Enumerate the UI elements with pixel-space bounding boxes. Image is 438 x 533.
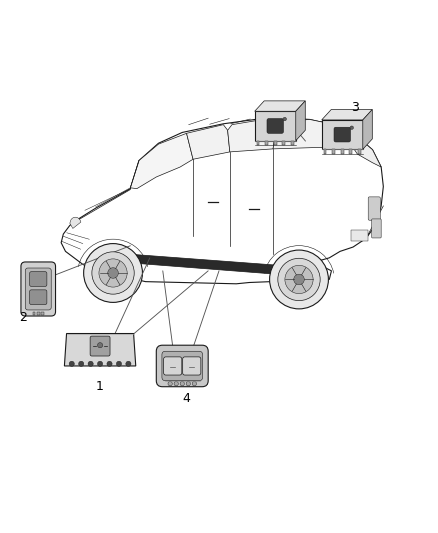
Bar (265, 141, 268, 145)
FancyBboxPatch shape (368, 197, 380, 220)
Polygon shape (336, 126, 381, 167)
Circle shape (78, 361, 84, 366)
Bar (37, 312, 39, 315)
Circle shape (99, 259, 127, 287)
Circle shape (174, 382, 178, 386)
Text: 2: 2 (19, 311, 27, 324)
Polygon shape (228, 118, 277, 152)
Circle shape (69, 361, 74, 366)
Circle shape (283, 117, 286, 121)
Circle shape (108, 268, 118, 278)
FancyBboxPatch shape (267, 119, 283, 133)
Circle shape (88, 361, 93, 366)
Circle shape (350, 126, 353, 130)
Polygon shape (133, 254, 279, 274)
Polygon shape (321, 120, 363, 149)
Circle shape (107, 361, 112, 366)
Bar (358, 149, 360, 154)
Circle shape (98, 361, 102, 366)
Circle shape (294, 274, 304, 285)
FancyBboxPatch shape (334, 127, 350, 142)
Polygon shape (363, 109, 372, 149)
Circle shape (84, 244, 142, 302)
Circle shape (186, 382, 191, 386)
Polygon shape (254, 111, 296, 141)
Circle shape (126, 361, 131, 366)
Polygon shape (321, 109, 372, 120)
Circle shape (270, 250, 328, 309)
Polygon shape (296, 101, 305, 141)
FancyBboxPatch shape (30, 272, 47, 286)
Text: 4: 4 (182, 392, 190, 405)
FancyBboxPatch shape (21, 262, 56, 316)
FancyBboxPatch shape (164, 357, 182, 375)
Circle shape (180, 382, 184, 386)
FancyBboxPatch shape (183, 357, 201, 375)
Circle shape (117, 361, 122, 366)
Polygon shape (187, 125, 230, 159)
Circle shape (98, 343, 102, 348)
Circle shape (285, 265, 313, 294)
Bar (41, 312, 44, 315)
Polygon shape (254, 101, 305, 111)
FancyBboxPatch shape (162, 351, 202, 381)
Polygon shape (131, 133, 193, 189)
Circle shape (92, 252, 134, 294)
Circle shape (192, 382, 197, 386)
Text: 3: 3 (351, 101, 359, 114)
Bar (274, 141, 276, 145)
Circle shape (278, 259, 320, 301)
FancyBboxPatch shape (156, 345, 208, 387)
FancyBboxPatch shape (25, 268, 51, 310)
Polygon shape (70, 217, 81, 229)
Bar (350, 149, 352, 154)
Polygon shape (273, 119, 336, 149)
Bar (341, 149, 343, 154)
Circle shape (168, 382, 172, 386)
Polygon shape (64, 334, 136, 366)
Bar (257, 141, 259, 145)
Bar (283, 141, 285, 145)
Text: 1: 1 (96, 380, 104, 393)
FancyBboxPatch shape (30, 290, 47, 304)
Bar (351, 230, 368, 240)
Bar (291, 141, 293, 145)
Bar (332, 149, 335, 154)
FancyBboxPatch shape (372, 219, 381, 238)
Bar (32, 312, 35, 315)
FancyBboxPatch shape (90, 336, 110, 356)
Bar (324, 149, 326, 154)
